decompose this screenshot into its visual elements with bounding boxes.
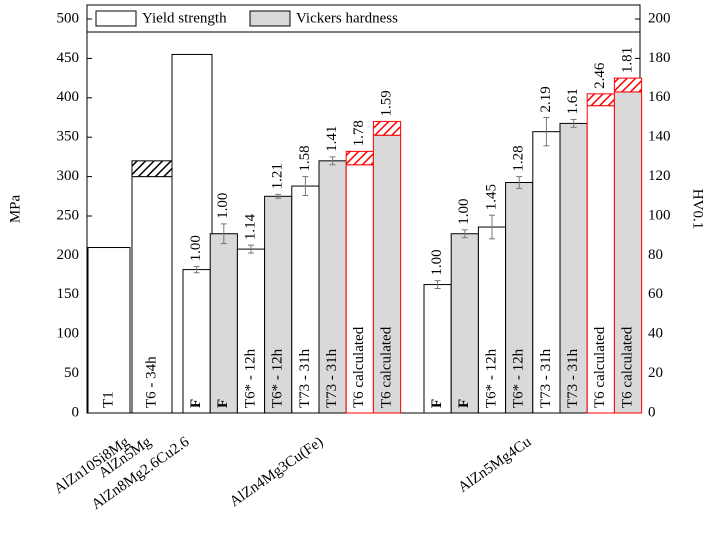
y2-tick-label: 160: [648, 89, 671, 105]
y2-tick-label: 0: [648, 404, 656, 420]
y-tick-label: 150: [57, 286, 80, 302]
legend-swatch: [95, 10, 137, 27]
bar-hatched-segment: [372, 120, 402, 136]
y2-tick-label: 140: [648, 129, 671, 145]
y-tick-label: 300: [57, 168, 80, 184]
bar-label: F: [456, 399, 472, 408]
y-tick-label: 350: [57, 129, 80, 145]
y2-tick-label: 80: [648, 247, 663, 263]
bar: [477, 226, 507, 414]
bar: [291, 185, 320, 414]
ratio-label: 1.28: [511, 145, 527, 171]
ratio-label: 1.00: [429, 249, 445, 275]
y-tick-label: 50: [64, 365, 79, 381]
ratio-label: 1.81: [619, 47, 635, 73]
legend-label: Yield strength: [142, 10, 227, 26]
y-tick-label: 400: [57, 89, 80, 105]
ratio-label: 1.45: [483, 184, 499, 210]
bar-hatched-segment: [345, 150, 374, 166]
bar-label: T6* - 12h: [511, 348, 527, 408]
y-tick-label: 450: [57, 50, 80, 66]
bar: [318, 160, 347, 414]
bar: [345, 164, 374, 414]
bar-hatched-segment: [613, 77, 643, 93]
y-tick-label: 250: [57, 207, 80, 223]
bar-label: T6 calculated: [351, 326, 367, 408]
bar: [372, 134, 402, 414]
y-tick-label: 100: [57, 326, 80, 342]
bar: [613, 91, 643, 414]
ratio-label: 2.19: [538, 86, 554, 112]
bar-hatched-segment: [586, 93, 615, 107]
bar: [131, 176, 173, 414]
bar-label: T6* - 12h: [242, 348, 258, 408]
bar: [559, 122, 588, 414]
bar: [87, 247, 131, 414]
ratio-label: 1.41: [324, 126, 340, 152]
y2-tick-label: 40: [648, 326, 663, 342]
bar-label: F: [429, 399, 445, 408]
legend-swatch: [249, 10, 291, 27]
bar-label: T73 - 31h: [297, 348, 313, 408]
y2-tick-label: 120: [648, 168, 671, 184]
y-tick-label: 500: [57, 10, 80, 26]
y2-tick-label: 60: [648, 286, 663, 302]
ratio-label: 1.59: [378, 90, 394, 116]
ratio-label: 1.00: [215, 193, 231, 219]
bar-label: T1: [100, 391, 116, 408]
ratio-label: 1.14: [242, 213, 258, 240]
y2-tick-label: 200: [648, 10, 671, 26]
bar-label: T6 calculated: [619, 326, 635, 408]
ratio-label: 1.61: [565, 88, 581, 114]
bar: [209, 233, 238, 414]
y-tick-label: 200: [57, 247, 80, 263]
bar: [586, 105, 615, 414]
bar: [182, 269, 211, 414]
ratio-label: 1.00: [456, 199, 472, 225]
bar-label: T6 calculated: [592, 326, 608, 408]
y2-tick-label: 100: [648, 207, 671, 223]
legend-label: Vickers hardness: [296, 10, 398, 26]
ratio-label: 1.00: [188, 235, 204, 261]
bar: [450, 233, 479, 414]
bar-label: T6* - 12h: [483, 348, 499, 408]
x-category-label: AlZn5Mg4Cu: [455, 434, 534, 496]
bar-label: F: [188, 399, 204, 408]
bar: [264, 195, 293, 414]
ratio-label: 1.78: [351, 120, 367, 146]
bar-label: T6* - 12h: [270, 348, 286, 408]
y2-tick-label: 20: [648, 365, 663, 381]
x-category-label: AlZn4Mg3Cu(Fe): [227, 434, 326, 510]
bar-label: F: [215, 399, 231, 408]
y2-axis-label: HV0.1: [690, 189, 706, 229]
y-axis-label: MPa: [7, 194, 23, 223]
bar-label: T6 calculated: [378, 326, 394, 408]
ratio-label: 2.46: [592, 62, 608, 89]
bar-hatched-segment: [131, 160, 173, 178]
bar-label: T73 - 31h: [324, 348, 340, 408]
y-tick-label: 0: [72, 404, 80, 420]
bar-label: T73 - 31h: [538, 348, 554, 408]
ratio-label: 1.58: [297, 145, 313, 171]
bar-label: T73 - 31h: [565, 348, 581, 408]
bar: [423, 284, 452, 414]
ratio-label: 1.21: [270, 163, 286, 189]
bar-label: T6 - 34h: [143, 356, 159, 408]
y2-tick-label: 180: [648, 50, 671, 66]
